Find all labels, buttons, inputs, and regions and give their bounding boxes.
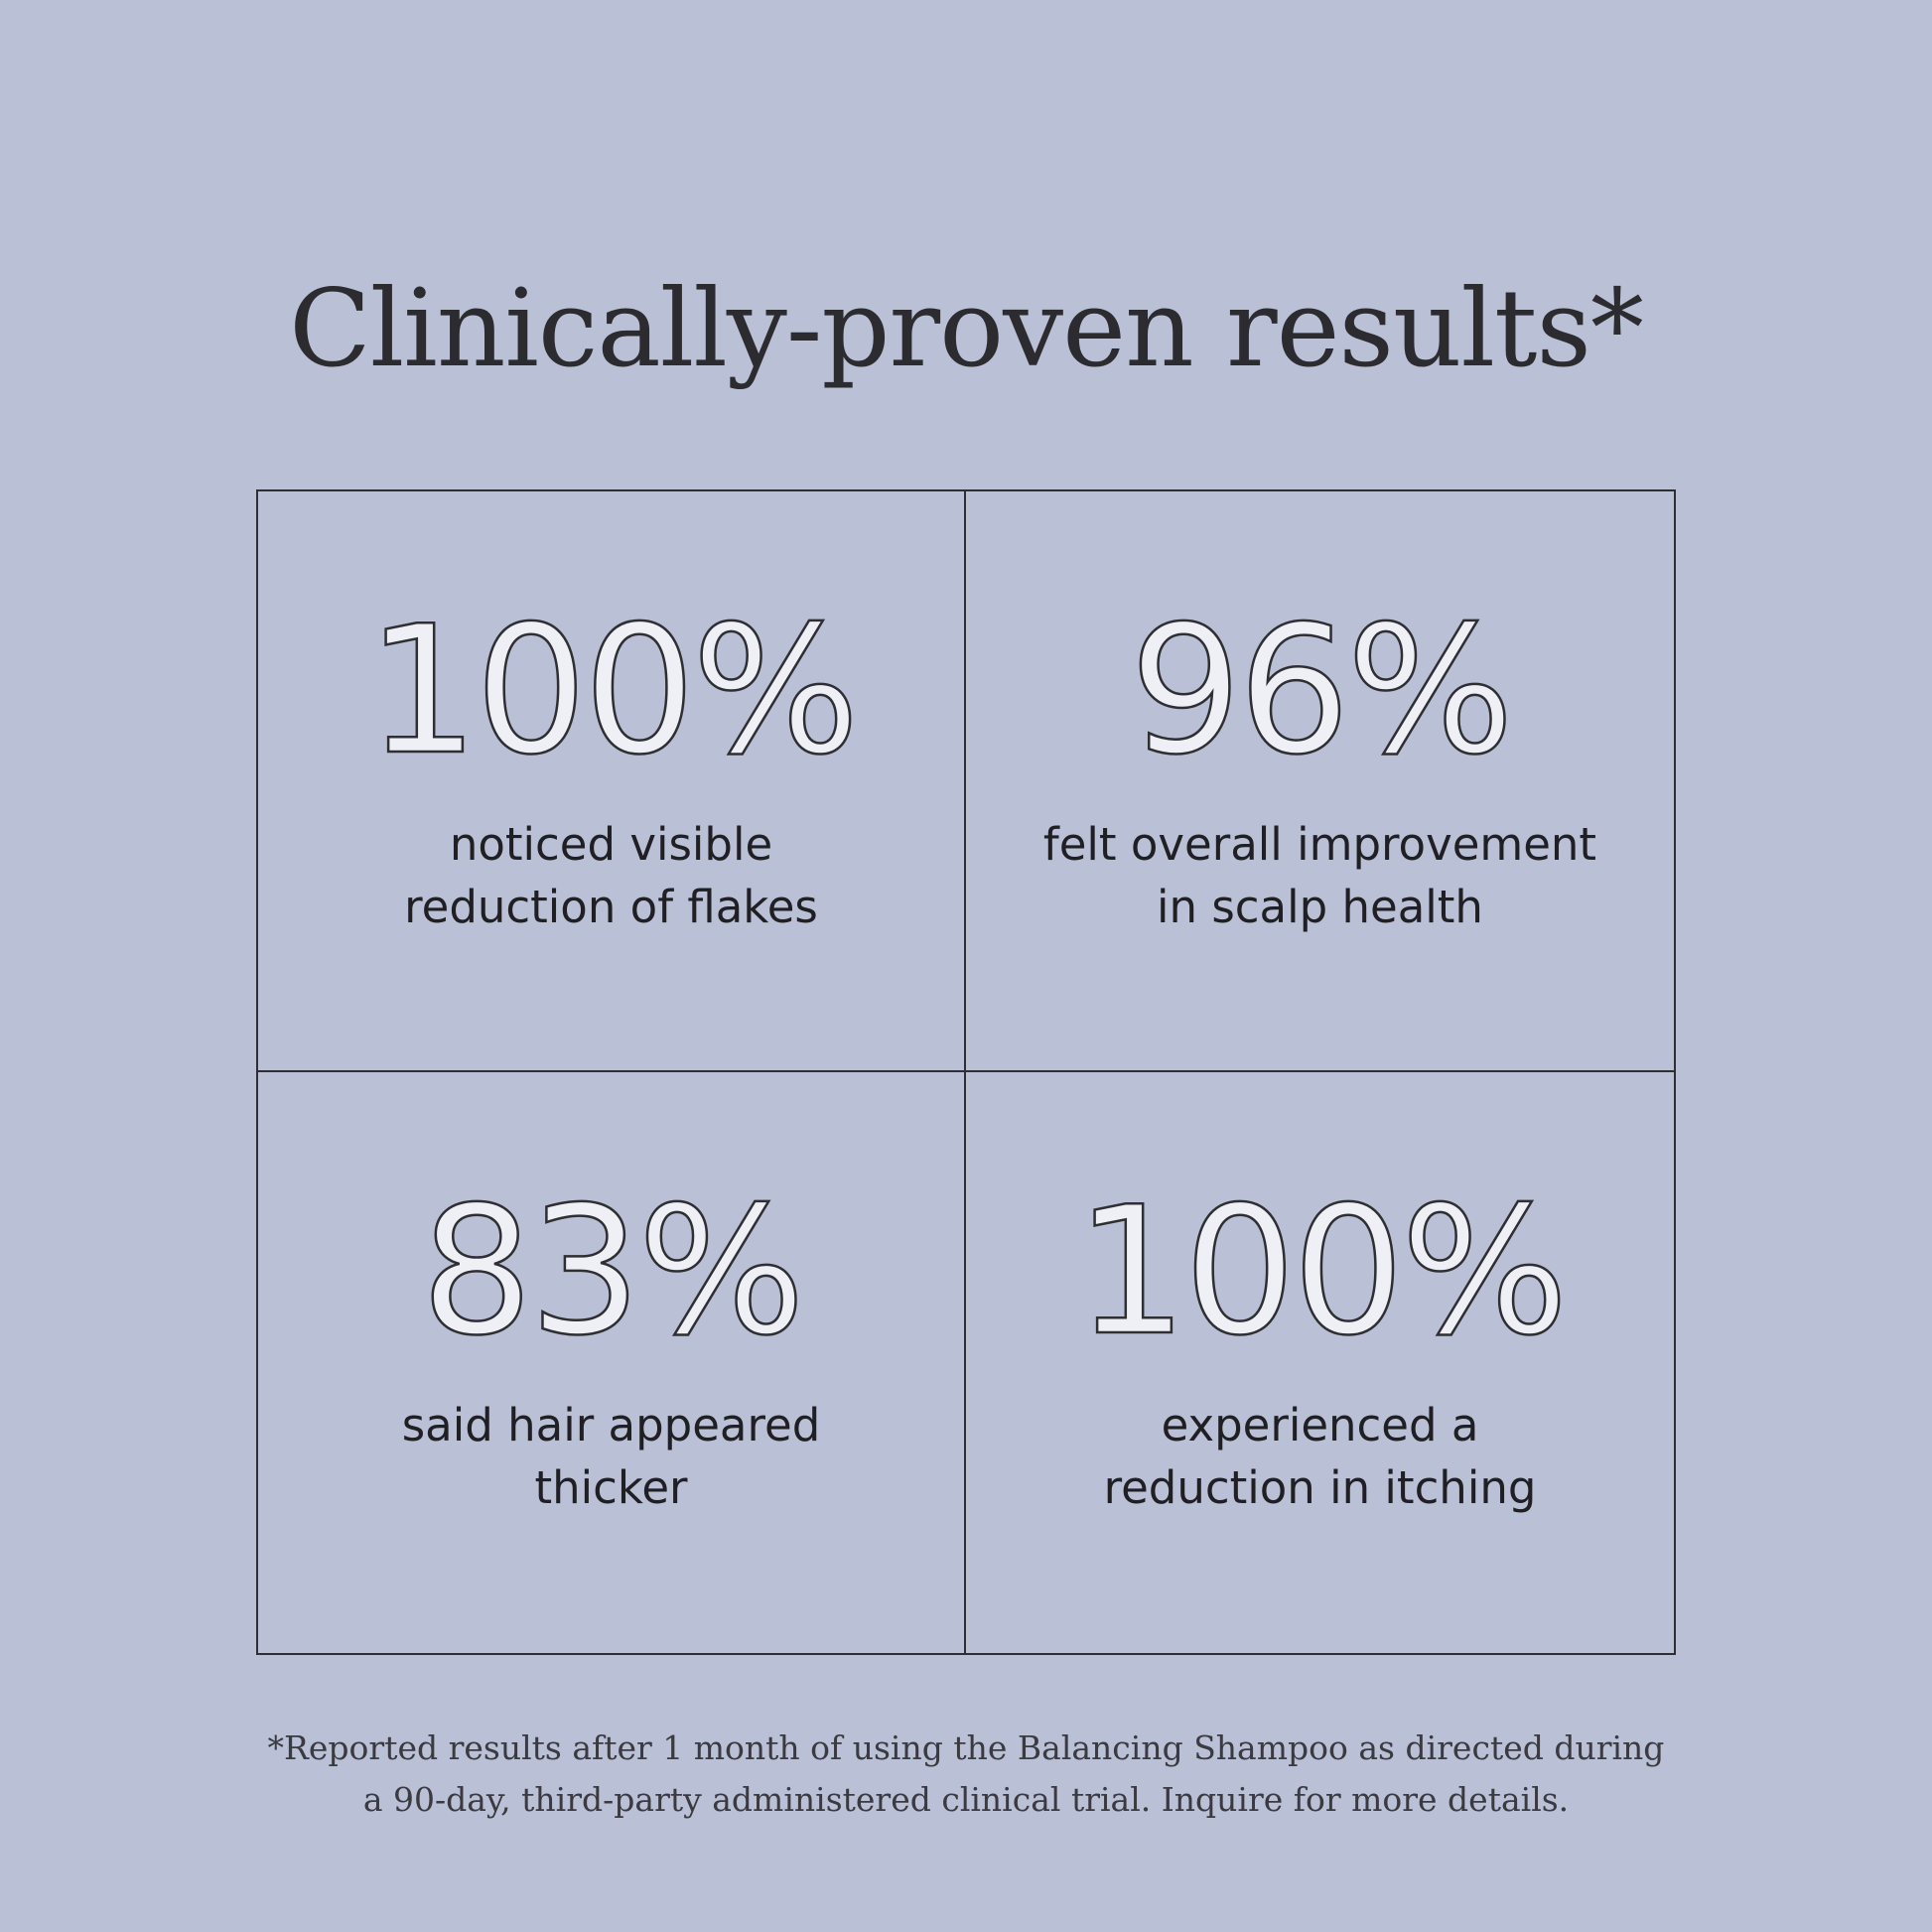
stat-value: 96% (1128, 588, 1515, 793)
stat-card: 96% felt overall improvement in scalp he… (966, 491, 1674, 1072)
stat-label: experienced a reduction in itching (1103, 1399, 1537, 1514)
stat-label: noticed visible reduction of flakes (404, 818, 818, 933)
stat-value: 100% (1074, 1169, 1570, 1374)
page-title: Clinically-proven results* (289, 267, 1644, 391)
stat-label: felt overall improvement in scalp health (1042, 818, 1597, 933)
stat-card: 100% noticed visible reduction of flakes (258, 491, 966, 1072)
results-grid: 100% noticed visible reduction of flakes… (256, 489, 1676, 1655)
stat-value: 83% (419, 1169, 806, 1374)
stat-value: 100% (365, 588, 861, 793)
stat-card: 83% said hair appeared thicker (258, 1072, 966, 1653)
footnote: *Reported results after 1 month of using… (267, 1728, 1665, 1819)
stat-card: 100% experienced a reduction in itching (966, 1072, 1674, 1653)
stat-label: said hair appeared thicker (401, 1399, 821, 1514)
